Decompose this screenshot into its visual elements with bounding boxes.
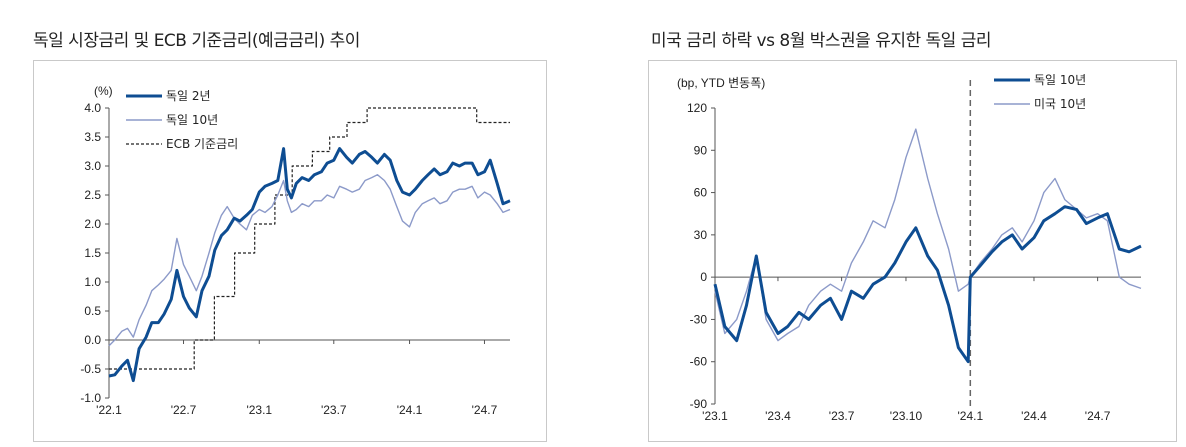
y-tick-label: 3.5 [84, 130, 101, 144]
series-line-1 [108, 147, 511, 383]
chart-title-left: 독일 시장금리 및 ECB 기준금리(예금금리) 추이 [33, 31, 360, 51]
y-tick-label: -30 [690, 312, 708, 326]
legend-label-3: ECB 기준금리 [166, 137, 238, 151]
x-tick-label: '23.1 [246, 403, 272, 417]
y-tick-label: 0 [700, 270, 707, 284]
y-axis-label: (%) [94, 84, 113, 98]
y-tick-label: 1.0 [84, 275, 101, 289]
x-tick-label: '24.7 [1085, 409, 1111, 423]
y-tick-label: -0.5 [80, 362, 101, 376]
legend-label-2: 미국 10년 [1034, 97, 1086, 111]
y-tick-label: -90 [690, 397, 708, 411]
chart-left-svg: (%) -1.0 -0.5 0.0 0.5 1.0 1.5 2.0 2.5 3.0 3.5 4.0 '2… [80, 84, 511, 417]
x-tick-label: '22.1 [96, 403, 122, 417]
series-line-1 [713, 205, 1142, 364]
chart-title-right: 미국 금리 하락 vs 8월 박스권을 유지한 독일 금리 [651, 31, 991, 51]
legend-label-2: 독일 10년 [166, 113, 218, 127]
y-tick-label: 1.5 [84, 246, 101, 260]
x-tick-label: '23.4 [765, 409, 791, 423]
series-line-3 [109, 107, 510, 370]
x-tick-label: '24.7 [472, 403, 498, 417]
y-tick-label: -1.0 [80, 391, 101, 405]
y-tick-label: 2.5 [84, 188, 101, 202]
y-tick-label: 0.5 [84, 304, 101, 318]
series-line-2 [108, 173, 511, 347]
y-tick-label: 0.0 [84, 333, 101, 347]
y-tick-label: 30 [694, 228, 708, 242]
y-tick-label: 90 [694, 143, 708, 157]
y-axis-label: (bp, YTD 변동폭) [677, 76, 765, 90]
x-tick-label: '22.7 [171, 403, 197, 417]
x-tick-label: '23.10 [890, 409, 923, 423]
chart-right-frame: (bp, YTD 변동폭) -90 -60 -30 0 30 60 90 120 '23.1 '23… [648, 60, 1177, 442]
chart-right-svg: (bp, YTD 변동폭) -90 -60 -30 0 30 60 90 120 '23.1 '23… [677, 73, 1142, 423]
legend-label-1: 독일 2년 [166, 89, 211, 103]
legend-label-1: 독일 10년 [1034, 73, 1086, 87]
x-tick-label: '23.7 [321, 403, 347, 417]
x-tick-label: '23.1 [702, 409, 728, 423]
y-tick-label: 3.0 [84, 159, 101, 173]
series-line-2 [714, 128, 1142, 342]
y-tick-label: 120 [687, 101, 707, 115]
y-tick-label: -60 [690, 355, 708, 369]
x-tick-label: '24.4 [1021, 409, 1047, 423]
y-tick-label: 2.0 [84, 217, 101, 231]
x-tick-label: '23.7 [829, 409, 855, 423]
y-tick-label: 4.0 [84, 101, 101, 115]
x-tick-label: '24.1 [397, 403, 423, 417]
chart-left-frame: (%) -1.0 -0.5 0.0 0.5 1.0 1.5 2.0 2.5 3.0 3.5 4.0 '2… [33, 60, 547, 442]
x-tick-label: '24.1 [957, 409, 983, 423]
y-tick-label: 60 [694, 186, 708, 200]
